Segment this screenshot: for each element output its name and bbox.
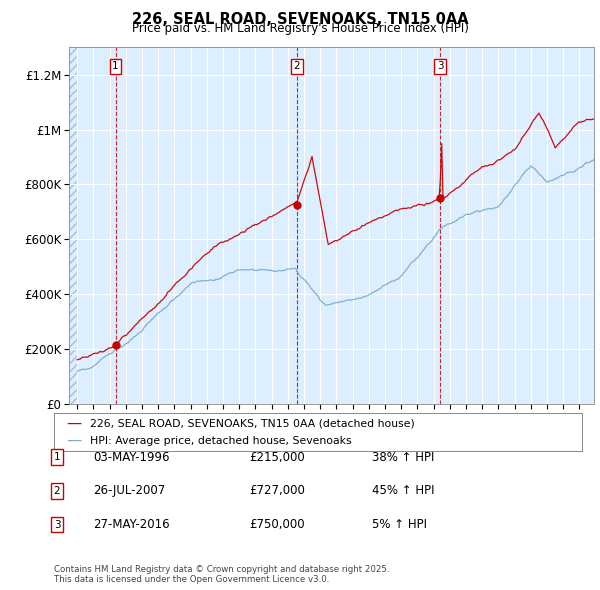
Text: 1: 1	[112, 61, 119, 71]
Text: —: —	[66, 416, 81, 431]
Text: £750,000: £750,000	[249, 518, 305, 531]
Text: 26-JUL-2007: 26-JUL-2007	[93, 484, 165, 497]
Text: —: —	[66, 433, 81, 448]
Text: Contains HM Land Registry data © Crown copyright and database right 2025.
This d: Contains HM Land Registry data © Crown c…	[54, 565, 389, 584]
Text: £727,000: £727,000	[249, 484, 305, 497]
Text: 226, SEAL ROAD, SEVENOAKS, TN15 0AA: 226, SEAL ROAD, SEVENOAKS, TN15 0AA	[131, 12, 469, 27]
Text: 226, SEAL ROAD, SEVENOAKS, TN15 0AA (detached house): 226, SEAL ROAD, SEVENOAKS, TN15 0AA (det…	[90, 419, 415, 429]
Text: 27-MAY-2016: 27-MAY-2016	[93, 518, 170, 531]
Text: 45% ↑ HPI: 45% ↑ HPI	[372, 484, 434, 497]
Text: 1: 1	[53, 453, 61, 462]
Text: 38% ↑ HPI: 38% ↑ HPI	[372, 451, 434, 464]
Bar	[69, 47, 77, 404]
Text: 3: 3	[437, 61, 443, 71]
Text: 2: 2	[293, 61, 300, 71]
Text: HPI: Average price, detached house, Sevenoaks: HPI: Average price, detached house, Seve…	[90, 435, 352, 445]
Text: Price paid vs. HM Land Registry's House Price Index (HPI): Price paid vs. HM Land Registry's House …	[131, 22, 469, 35]
Text: 03-MAY-1996: 03-MAY-1996	[93, 451, 170, 464]
Text: 3: 3	[53, 520, 61, 529]
Text: £215,000: £215,000	[249, 451, 305, 464]
Text: 5% ↑ HPI: 5% ↑ HPI	[372, 518, 427, 531]
Text: 2: 2	[53, 486, 61, 496]
